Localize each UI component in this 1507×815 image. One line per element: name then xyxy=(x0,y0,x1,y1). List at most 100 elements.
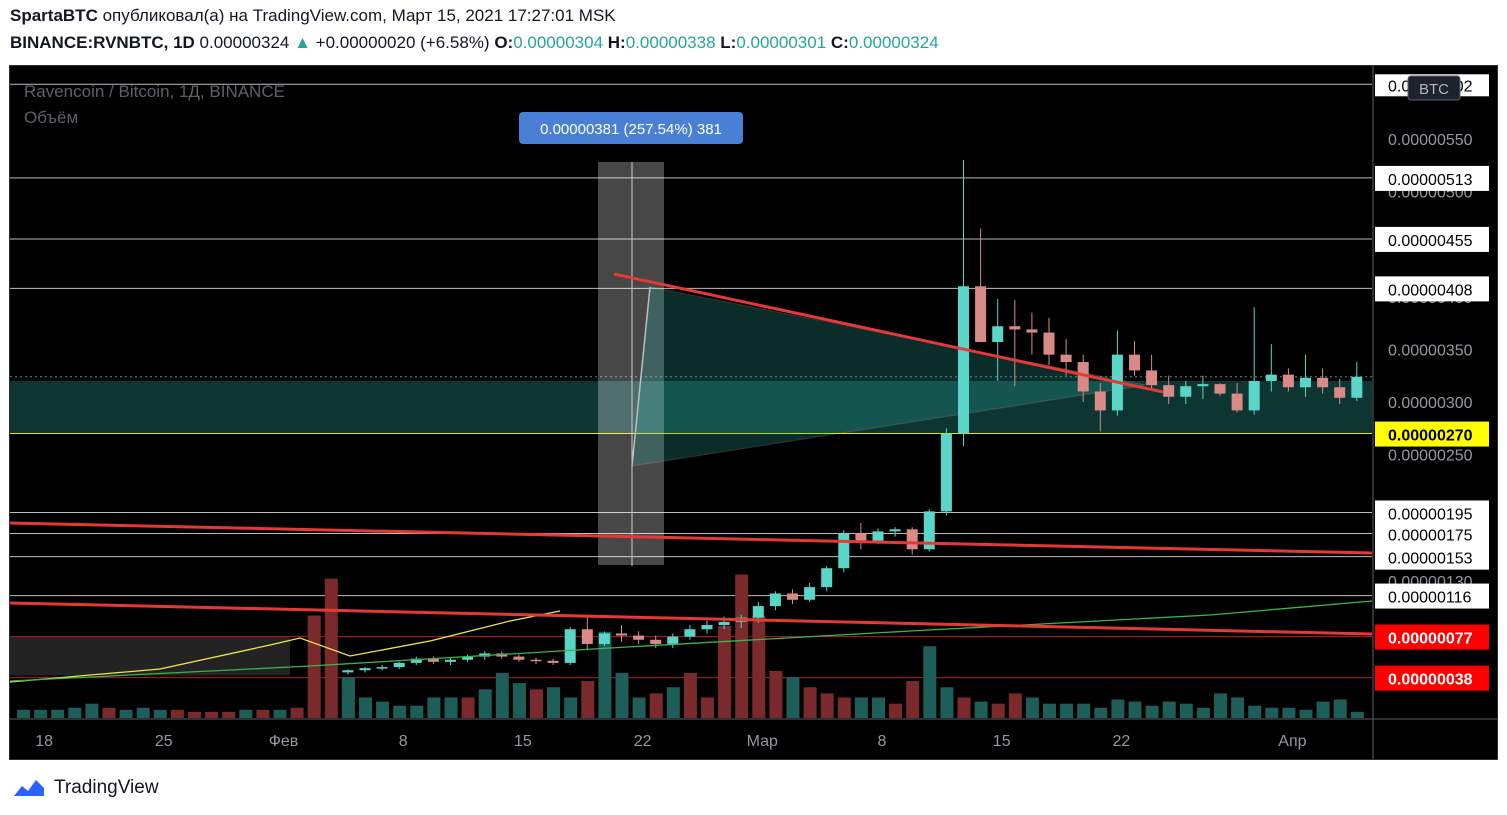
candle-body[interactable] xyxy=(1265,374,1277,381)
candle-body[interactable] xyxy=(872,531,884,541)
price-level-tag[interactable] xyxy=(1375,421,1489,447)
volume-bar xyxy=(598,631,612,718)
price-level-tag-text: 0.00000195 xyxy=(1388,506,1473,523)
price-chart[interactable]: 0.00000381 (257.54%) 381 Ravencoin / Bit… xyxy=(9,66,1497,759)
resistance-trendline[interactable] xyxy=(9,521,1373,555)
candle-body[interactable] xyxy=(752,606,764,618)
candle-body[interactable] xyxy=(427,658,439,662)
candle-body[interactable] xyxy=(889,529,901,532)
candle-body[interactable] xyxy=(376,667,388,669)
candle-body[interactable] xyxy=(1231,393,1243,411)
triangle-leg xyxy=(631,286,651,467)
candle-body[interactable] xyxy=(564,629,576,663)
candle-body[interactable] xyxy=(684,629,696,637)
price-tick-label: 0.00000350 xyxy=(1388,342,1473,359)
candle-body[interactable] xyxy=(1026,329,1038,333)
candle-body[interactable] xyxy=(1163,385,1175,397)
price-level-tag-text: 0.00000077 xyxy=(1388,631,1473,648)
candle-body[interactable] xyxy=(547,660,559,663)
low-label: L: xyxy=(720,33,737,52)
price-level-tag-text: 0.00000153 xyxy=(1388,551,1473,568)
volume-bar xyxy=(923,646,937,718)
time-tick-label: 22 xyxy=(1113,733,1131,750)
volume-bar xyxy=(889,703,903,718)
candle-body[interactable] xyxy=(1060,354,1072,363)
candle-body[interactable] xyxy=(462,656,474,660)
candle-body[interactable] xyxy=(616,633,627,636)
candle-body[interactable] xyxy=(1317,377,1329,388)
support-trendline[interactable] xyxy=(9,601,1373,636)
price-level-tag[interactable] xyxy=(1375,624,1489,650)
measure-label-box xyxy=(519,112,743,144)
time-tick-label: 22 xyxy=(634,733,652,750)
price-level-tag-text: 0.00000038 xyxy=(1388,672,1473,689)
price-level-tag[interactable] xyxy=(1375,665,1489,691)
candle-body[interactable] xyxy=(1300,377,1311,388)
candle-body[interactable] xyxy=(410,658,422,663)
candle-body[interactable] xyxy=(633,635,645,640)
price-level-tag-text: 0.00000455 xyxy=(1388,233,1473,250)
candle-body[interactable] xyxy=(359,668,371,671)
price-level-tag[interactable] xyxy=(1375,500,1489,526)
footer-brand[interactable]: TradingView xyxy=(10,776,159,800)
candle-body[interactable] xyxy=(1009,326,1021,330)
price-level-tag[interactable] xyxy=(1375,276,1489,302)
candle-body[interactable] xyxy=(667,636,679,644)
candle-body[interactable] xyxy=(769,593,781,607)
price-level-tag[interactable] xyxy=(1375,544,1489,570)
candle-body[interactable] xyxy=(804,587,816,600)
candle-body[interactable] xyxy=(445,659,456,662)
candle-body[interactable] xyxy=(821,568,833,588)
candle-body[interactable] xyxy=(1334,387,1346,398)
candle-body[interactable] xyxy=(1282,374,1294,388)
candle-body[interactable] xyxy=(1094,391,1106,411)
volume-bar xyxy=(649,693,663,718)
volume-bar xyxy=(239,709,253,718)
price-level-tag[interactable] xyxy=(1375,583,1489,609)
price-level-tag[interactable] xyxy=(1375,521,1489,547)
candle-body[interactable] xyxy=(958,286,969,434)
volume-bar xyxy=(820,693,834,718)
measure-box xyxy=(598,162,664,565)
candle-body[interactable] xyxy=(598,633,610,644)
candle-body[interactable] xyxy=(855,533,867,541)
yellow-ma-line xyxy=(9,610,561,683)
candle-body[interactable] xyxy=(650,639,662,644)
price-level-tag[interactable] xyxy=(1375,226,1489,252)
triangle-upper-trendline[interactable] xyxy=(613,272,1164,394)
candle-body[interactable] xyxy=(1351,376,1363,398)
chart-frame[interactable]: 0.00000381 (257.54%) 381 Ravencoin / Bit… xyxy=(9,65,1498,760)
candle-body[interactable] xyxy=(581,629,593,644)
volume-bar xyxy=(1145,705,1159,718)
candle-body[interactable] xyxy=(393,662,405,668)
candle-body[interactable] xyxy=(923,511,935,550)
candle-body[interactable] xyxy=(1214,384,1226,394)
open-value: 0.00000304 xyxy=(513,33,604,52)
volume-bar xyxy=(1350,711,1364,718)
currency-badge[interactable] xyxy=(1407,75,1461,101)
candle-body[interactable] xyxy=(342,670,354,673)
candle-body[interactable] xyxy=(1129,354,1140,371)
candle-body[interactable] xyxy=(701,625,713,630)
candle-body[interactable] xyxy=(787,593,798,600)
candle-body[interactable] xyxy=(975,286,987,343)
volume-bar xyxy=(957,697,971,718)
candle-body[interactable] xyxy=(1043,332,1055,355)
candle-body[interactable] xyxy=(1197,384,1209,387)
candle-body[interactable] xyxy=(906,529,918,550)
candle-body[interactable] xyxy=(1146,370,1158,386)
author-name[interactable]: SpartaBTC xyxy=(10,6,98,25)
candle-body[interactable] xyxy=(1248,380,1260,411)
candle-body[interactable] xyxy=(530,659,542,662)
volume-bar xyxy=(495,672,509,718)
candle-body[interactable] xyxy=(1077,362,1089,392)
candle-body[interactable] xyxy=(718,621,730,626)
candle-body[interactable] xyxy=(513,656,525,660)
candle-body[interactable] xyxy=(838,533,850,569)
candle-body[interactable] xyxy=(1180,386,1192,397)
candle-body[interactable] xyxy=(940,433,952,512)
volume-bar xyxy=(1265,707,1279,718)
candle-body[interactable] xyxy=(992,326,1004,343)
price-level-tag[interactable] xyxy=(1375,165,1489,191)
symbol-label: BINANCE:RVNBTC, 1D xyxy=(10,33,195,52)
